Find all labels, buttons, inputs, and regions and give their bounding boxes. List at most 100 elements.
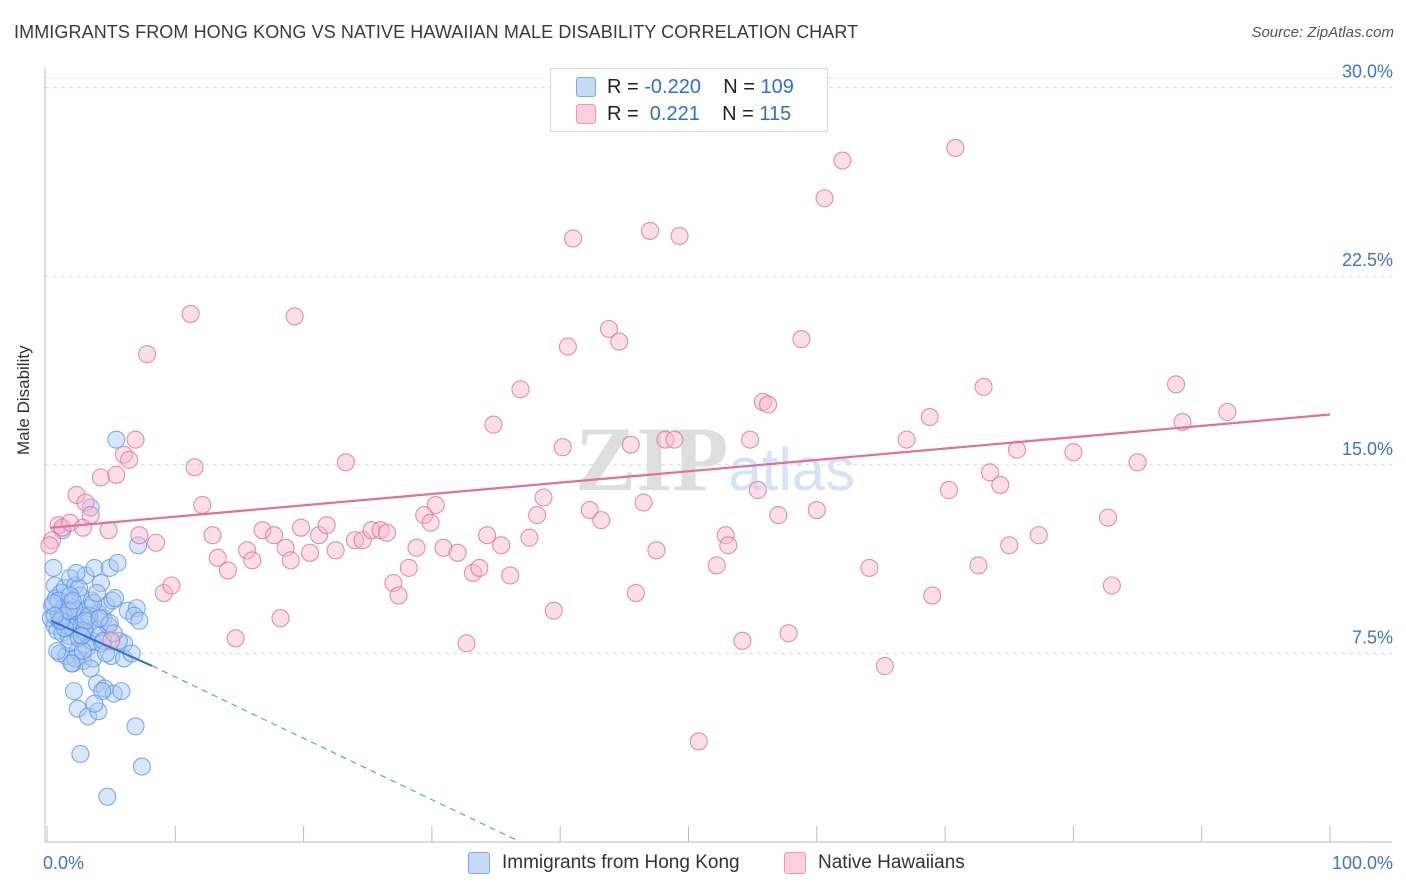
series-hong-kong (41, 430, 151, 806)
data-point (563, 229, 583, 248)
data-point (511, 380, 530, 399)
data-point (741, 430, 760, 449)
data-point (647, 541, 666, 560)
data-point (389, 586, 408, 605)
legend-n-value: 109 (760, 75, 794, 98)
data-point (226, 629, 245, 648)
x-tick-label: 0.0% (43, 853, 84, 873)
data-point (81, 498, 100, 517)
data-point (974, 377, 993, 396)
legend-swatch-hong-kong (576, 77, 596, 97)
data-point (665, 430, 684, 449)
y-tick-label: 30.0% (1342, 62, 1393, 82)
data-point (126, 717, 145, 736)
data-point (61, 586, 80, 605)
data-point (81, 506, 100, 525)
data-point (105, 589, 125, 608)
data-point (421, 513, 440, 532)
legend-r-label: R = (607, 102, 645, 125)
data-point (238, 541, 257, 560)
data-point (87, 583, 107, 603)
data-point (1218, 402, 1237, 422)
data-point (104, 624, 123, 643)
data-point (84, 594, 103, 613)
legend-n-label: N = (722, 102, 760, 125)
trend-line-hong-kong (50, 619, 153, 667)
data-point (291, 518, 311, 537)
data-point (203, 526, 222, 545)
legend-text: R = -0.220 N = 109 (607, 76, 794, 99)
data-point (558, 337, 577, 356)
series-legend: Immigrants from Hong Kong Native Hawaiia… (0, 852, 1406, 878)
data-point (99, 521, 118, 540)
data-point (107, 430, 126, 449)
data-point (592, 511, 611, 530)
data-point (939, 480, 958, 499)
legend-row-hong-kong: R = -0.220 N = 109 (576, 75, 794, 99)
data-point (85, 558, 104, 577)
legend-item-native-hawaiians[interactable]: Native Hawaiians (784, 852, 965, 874)
series-native-hawaiians (40, 138, 1237, 751)
legend-n-label: N = (723, 75, 761, 98)
data-point (64, 682, 83, 701)
data-point (1102, 576, 1121, 595)
data-point (48, 641, 67, 660)
data-point (753, 392, 772, 411)
legend-n-value: 115 (759, 102, 792, 125)
data-point (634, 493, 653, 512)
data-point (815, 189, 834, 208)
legend-item-hong-kong[interactable]: Immigrants from Hong Kong (468, 852, 740, 874)
data-point (243, 551, 262, 570)
y-tick-label: 7.5% (1352, 627, 1393, 647)
data-point (670, 226, 689, 246)
data-point (100, 614, 119, 633)
data-point (484, 415, 503, 434)
data-point (271, 609, 290, 628)
source-credit: Source: ZipAtlas.com (1251, 24, 1394, 41)
data-point (923, 586, 942, 605)
data-point (76, 611, 95, 630)
data-point (125, 606, 144, 625)
data-point (875, 656, 894, 676)
data-point (807, 501, 826, 520)
data-point (621, 435, 640, 454)
data-point (920, 407, 939, 427)
data-point (407, 538, 426, 557)
data-point (707, 556, 726, 575)
data-point (1000, 536, 1019, 555)
data-point (599, 319, 619, 339)
data-point (719, 536, 738, 555)
data-point (377, 523, 397, 542)
data-point (553, 438, 572, 457)
data-point (946, 138, 965, 158)
data-point (769, 506, 788, 525)
legend-swatch-native-hawaiians (784, 852, 806, 874)
data-point (98, 787, 117, 806)
data-point (81, 659, 100, 678)
data-point (758, 395, 778, 414)
data-point (1098, 508, 1118, 527)
data-point (162, 576, 181, 595)
data-point (72, 626, 91, 645)
data-point (580, 501, 599, 520)
data-point (107, 465, 126, 484)
data-point (103, 591, 122, 610)
chart-title: IMMIGRANTS FROM HONG KONG VS NATIVE HAWA… (14, 22, 859, 42)
data-point (130, 526, 149, 545)
data-point (779, 624, 798, 643)
data-point (492, 536, 511, 555)
data-point (980, 463, 1000, 482)
data-point (71, 744, 90, 764)
legend-row-native-hawaiians: R = 0.221 N = 115 (576, 102, 792, 126)
data-point (345, 531, 364, 550)
data-point (534, 488, 553, 507)
trend-line-native-hawaiians (50, 413, 1331, 529)
data-point (610, 332, 629, 351)
axes (44, 68, 1392, 843)
data-point (336, 453, 355, 472)
data-point (63, 591, 82, 610)
data-point (138, 345, 157, 364)
data-point (309, 526, 329, 545)
data-point (520, 528, 539, 547)
data-point (448, 543, 467, 562)
